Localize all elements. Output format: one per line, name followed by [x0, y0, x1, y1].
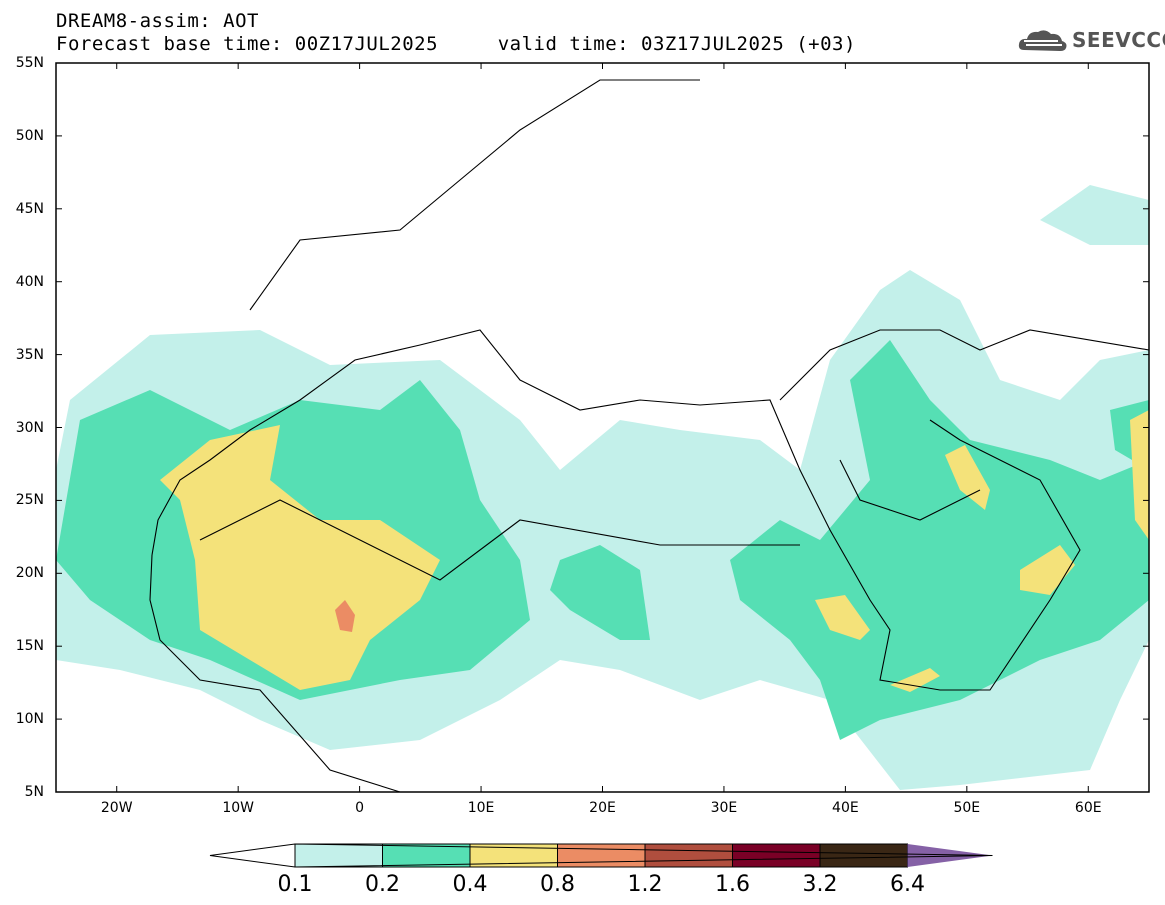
europe-coast — [249, 79, 700, 311]
colorbar-label: 0.4 — [452, 872, 488, 897]
lat-label: 5N — [24, 784, 44, 800]
aot-field-0.4 — [1020, 545, 1075, 595]
colorbar-outline — [209, 843, 993, 868]
lon-label: 50E — [953, 800, 981, 816]
colorbar-swatch — [732, 843, 821, 868]
colorbar-label: 0.2 — [365, 872, 400, 897]
lat-label: 25N — [15, 492, 44, 509]
axis-ticks — [56, 62, 1149, 793]
colorbar-swatch — [644, 843, 733, 868]
lat-label: 20N — [15, 565, 44, 582]
lat-label: 10N — [15, 711, 44, 728]
aot-field-0.8 — [335, 600, 355, 632]
aot-field-0.2 — [550, 545, 650, 640]
lon-label: 60E — [1074, 800, 1102, 816]
lon-label: 20E — [589, 800, 616, 816]
lat-label: 15N — [15, 638, 44, 655]
lat-label: 55N — [15, 55, 44, 71]
aot-field-layer — [56, 185, 1149, 790]
colorbar-under-arrow — [210, 844, 295, 867]
seevccc-logo — [1018, 30, 1067, 51]
lon-label: 0 — [355, 800, 365, 816]
aot-field-0.4 — [890, 668, 940, 692]
coastlines-layer — [149, 79, 1150, 793]
lat-label: 50N — [15, 127, 44, 144]
lat-label: 40N — [15, 273, 44, 290]
lat-label: 45N — [15, 200, 44, 217]
chart-title: DREAM8-assim: AOT — [56, 10, 259, 32]
logo-text: SEEVCCC — [1072, 28, 1165, 52]
sahel-borders — [199, 499, 800, 581]
aot-field-0.4 — [160, 425, 440, 690]
lon-label: 20W — [100, 800, 133, 816]
persian-gulf-shore — [839, 459, 981, 521]
colorbar-label: 1.6 — [715, 872, 750, 897]
aot-field-0.1 — [1040, 185, 1149, 245]
lat-label: 35N — [15, 346, 44, 363]
colorbar-label: 1.2 — [627, 872, 663, 897]
colorbar-swatch — [294, 843, 383, 868]
west-africa-coast — [149, 554, 401, 793]
lat-label: 30N — [15, 419, 44, 436]
forecast-time-line: Forecast base time: 00Z17JUL2025 valid t… — [56, 33, 856, 55]
colorbar-label: 3.2 — [802, 872, 838, 897]
colorbar-swatch — [382, 843, 471, 868]
aot-field-0.4 — [815, 595, 870, 640]
colorbar-over-arrow — [907, 844, 993, 867]
aot-field-0.4 — [1130, 410, 1149, 540]
colorbar-label: 6.4 — [890, 872, 925, 897]
lon-label: 10W — [222, 800, 254, 816]
colorbar-swatch — [819, 843, 908, 868]
levant-iran-coast — [779, 329, 1150, 401]
lon-label: 30E — [710, 800, 738, 816]
lon-label: 40E — [832, 800, 859, 816]
lon-label: 10E — [467, 800, 495, 816]
aot-field-0.4 — [945, 445, 990, 510]
colorbar-label: 0.8 — [540, 872, 575, 897]
colorbar-label: 0.1 — [277, 872, 313, 897]
aot-field-0.2 — [730, 340, 1149, 740]
colorbar-swatch — [557, 843, 646, 868]
north-africa-arabia-coast — [151, 329, 1081, 691]
colorbar — [209, 843, 993, 868]
